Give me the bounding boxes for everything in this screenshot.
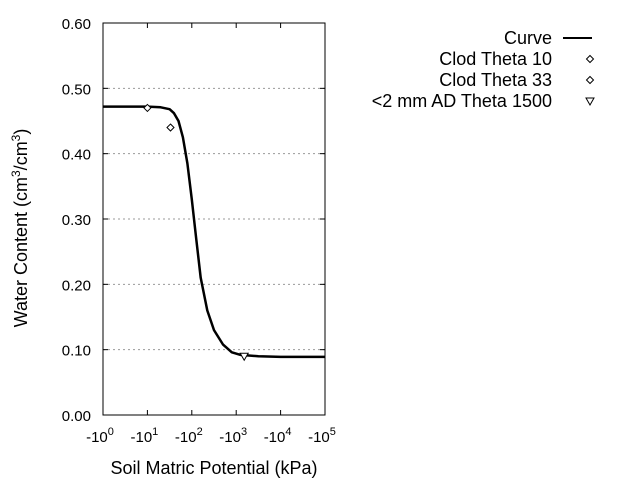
x-tick-label: -103 <box>219 426 247 446</box>
x-tick-label: -102 <box>175 426 203 446</box>
curve-line <box>103 105 325 359</box>
diamond-marker <box>585 75 595 85</box>
legend-label: Curve <box>504 28 552 48</box>
triangle-marker <box>239 352 250 362</box>
x-tick-label: -100 <box>86 426 114 446</box>
y-tick-label: 0.00 <box>62 408 91 425</box>
y-tick-label: 0.50 <box>62 81 91 98</box>
y-axis-ticks: 0.00 0.10 0.20 0.30 0.40 0.50 0.60 <box>62 16 325 425</box>
plot-series <box>103 103 325 362</box>
legend-label: Clod Theta 10 <box>439 49 552 69</box>
diamond-marker <box>143 103 152 113</box>
x-tick-label: -101 <box>130 426 158 446</box>
y-tick-label: 0.40 <box>62 147 91 164</box>
y-tick-label: 0.20 <box>62 277 91 294</box>
gridlines <box>103 87 325 351</box>
diamond-marker <box>166 123 175 132</box>
x-axis-ticks: -100 -101 -102 -103 -104 -105 <box>86 23 336 446</box>
triangle-marker <box>585 97 595 107</box>
x-tick-label: -104 <box>264 426 292 446</box>
y-tick-label: 0.10 <box>62 343 91 360</box>
legend-label: Clod Theta 33 <box>439 70 552 90</box>
diamond-marker <box>585 54 595 64</box>
x-axis-label: Soil Matric Potential (kPa) <box>110 458 317 478</box>
y-tick-label: 0.60 <box>62 16 91 33</box>
legend-label: <2 mm AD Theta 1500 <box>372 91 552 111</box>
x-tick-label: -105 <box>308 426 336 446</box>
y-tick-label: 0.30 <box>62 212 91 229</box>
y-axis-label: Water Content (cm3/cm3) <box>9 129 31 328</box>
